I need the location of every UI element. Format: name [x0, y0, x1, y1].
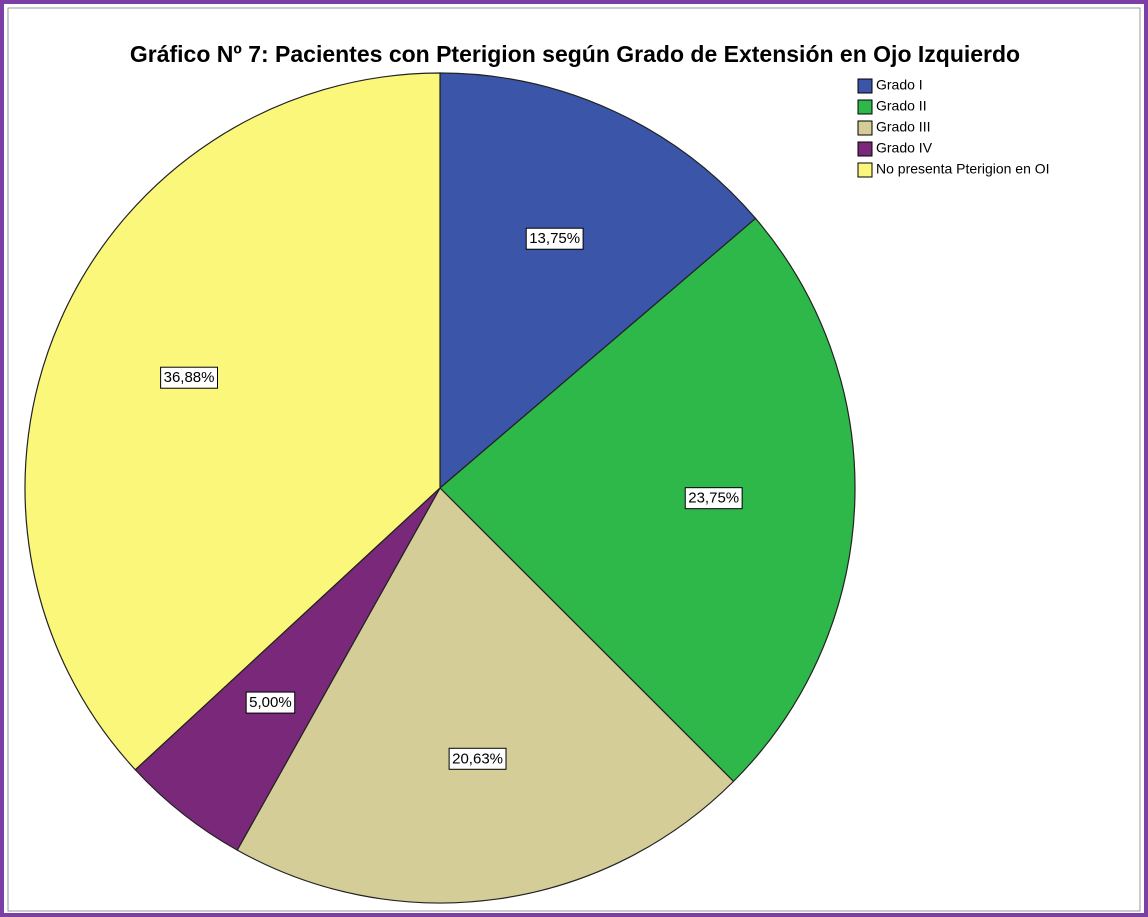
- pie-slice: [439, 72, 757, 490]
- legend-swatch: [857, 120, 873, 136]
- inner-frame: [7, 7, 1141, 912]
- data-label-box: [525, 227, 584, 250]
- data-label: 36,88%: [160, 366, 218, 389]
- data-label-box: [160, 366, 218, 389]
- data-label-box: [245, 691, 296, 714]
- legend-label: Grado III: [876, 119, 930, 135]
- pie-slice: [439, 217, 856, 783]
- legend-swatch: [857, 141, 873, 157]
- data-label-box: [684, 487, 743, 510]
- legend-swatch: [857, 162, 873, 178]
- legend-label: Grado IV: [876, 140, 933, 156]
- legend-label: No presenta Pterigion en OI: [876, 161, 1050, 177]
- data-label: 20,63%: [448, 747, 507, 770]
- data-label-text: 36,88%: [164, 369, 215, 386]
- pie-slice: [24, 72, 441, 771]
- data-label-text: 5,00%: [249, 694, 292, 711]
- legend-swatch: [857, 78, 873, 94]
- pie-slice: [236, 487, 735, 904]
- legend-label: Grado I: [876, 77, 923, 93]
- data-label: 5,00%: [245, 691, 296, 714]
- chart-title: Gráfico Nº 7: Pacientes con Pterigion se…: [130, 41, 1020, 67]
- legend-swatch: [857, 99, 873, 115]
- data-label-box: [448, 747, 507, 770]
- legend-label: Grado II: [876, 98, 927, 114]
- data-label-text: 23,75%: [688, 490, 739, 507]
- data-label: 13,75%: [525, 227, 584, 250]
- data-label-text: 13,75%: [529, 230, 580, 247]
- data-label-text: 20,63%: [452, 750, 503, 767]
- data-label: 23,75%: [684, 487, 743, 510]
